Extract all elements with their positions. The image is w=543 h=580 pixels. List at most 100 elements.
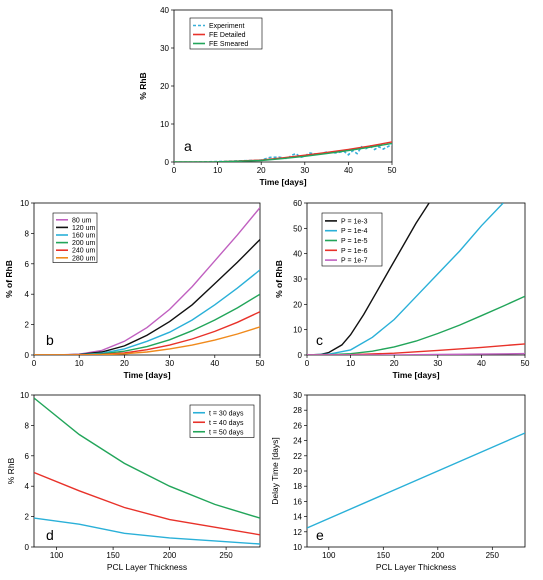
y-tick-label: 14 [293,513,302,522]
legend-label: Experiment [209,23,244,30]
series-line-p-1e-4 [307,203,504,355]
y-tick-label: 20 [160,82,169,91]
y-tick-label: 18 [293,482,302,491]
y-tick-label: 10 [293,543,302,552]
x-tick-label: 10 [346,359,355,368]
y-tick-label: 10 [20,199,29,208]
series-line-t-30-days [34,517,260,545]
chart-panel-e: 100 150 200 250 10 12 14 16 18 20 22 24 26 28 30 PCL La… [270,391,526,572]
panel-letter: b [46,332,54,348]
y-tick-label: 30 [293,275,302,284]
y-tick-label: 10 [293,326,302,335]
y-tick-label: 8 [25,421,30,430]
legend-label: 120 um [72,225,96,232]
y-tick-label: 30 [160,44,169,53]
y-tick-label: 20 [293,300,302,309]
x-tick-label: 50 [256,359,265,368]
y-tick-label: 20 [293,467,302,476]
x-tick-label: 50 [388,166,397,175]
series-line-t-40-days [34,471,260,536]
series-line-experiment [174,143,392,162]
x-tick-label: 20 [390,359,399,368]
y-tick-label: 16 [293,497,302,506]
y-tick-label: 22 [293,452,302,461]
y-tick-label: 2 [25,321,30,330]
plot-frame [306,394,526,548]
y-tick-label: 50 [293,224,302,233]
panel-letter: e [316,527,324,543]
y-tick-label: 10 [20,391,29,400]
y-axis-title: % RhB [138,72,148,99]
x-axis-title: Time [days] [259,177,306,187]
legend-label: t = 40 days [209,420,244,427]
x-tick-label: 0 [32,359,37,368]
chart-panel-b: 0 10 20 30 40 50 0 2 4 6 8 10 Time [days] % of RhB 80 … [4,199,265,380]
x-tick-label: 40 [344,166,353,175]
legend-label: t = 30 days [209,410,244,417]
y-tick-label: 2 [25,513,30,522]
chart-panel-d: 100 150 200 250 0 2 4 6 8 10 PCL Layer Thickness % … [6,391,261,572]
y-tick-label: 8 [25,229,30,238]
x-tick-label: 40 [210,359,219,368]
series-line-p-1e-5 [307,295,525,355]
y-tick-label: 0 [25,351,30,360]
y-axis-title: % RhB [6,457,16,484]
y-tick-label: 60 [293,199,302,208]
legend-label: FE Smeared [209,41,248,48]
x-tick-label: 0 [172,166,177,175]
y-tick-label: 0 [298,351,303,360]
y-tick-label: 4 [25,290,30,299]
y-tick-label: 10 [160,120,169,129]
x-tick-label: 250 [219,551,233,560]
y-axis-title: % of RhB [4,260,14,298]
x-tick-label: 150 [106,551,120,560]
series-line-280-um [34,326,260,355]
y-axis-title: % of RhB [274,260,284,298]
series-line-p-1e-3 [307,203,430,355]
legend-box [321,212,383,267]
chart-panel-c: 0 10 20 30 40 50 0 10 20 30 40 50 60 Time [days] % of … [274,199,530,380]
legend-label: 160 um [72,233,96,240]
y-tick-label: 6 [25,260,30,269]
x-tick-label: 100 [322,551,336,560]
legend-label: P = 1e-5 [341,238,368,245]
y-tick-label: 28 [293,406,302,415]
x-tick-label: 0 [305,359,310,368]
series-line-e [307,432,525,529]
series-line-p-1e-7 [307,352,525,355]
panel-letter: c [316,332,323,348]
x-axis-title: PCL Layer Thickness [107,562,187,572]
x-tick-label: 30 [433,359,442,368]
x-tick-label: 20 [257,166,266,175]
y-tick-label: 6 [25,452,30,461]
x-tick-label: 200 [431,551,445,560]
y-tick-label: 4 [25,482,30,491]
x-tick-label: 250 [486,551,500,560]
y-tick-label: 0 [165,158,170,167]
x-axis-title: PCL Layer Thickness [376,562,456,572]
y-tick-label: 40 [160,6,169,15]
series-line-160-um [34,269,260,355]
legend-label: P = 1e-7 [341,258,368,265]
x-tick-label: 40 [477,359,486,368]
series-line-200-um [34,293,260,355]
x-tick-label: 50 [521,359,530,368]
legend-box [52,212,98,263]
legend-label: t = 50 days [209,429,244,436]
legend-label: 240 um [72,248,96,255]
y-tick-label: 12 [293,528,302,537]
x-tick-label: 100 [50,551,64,560]
y-tick-label: 40 [293,250,302,259]
plot-frame [33,202,261,356]
x-axis-title: Time [days] [123,370,170,380]
y-tick-label: 0 [25,543,30,552]
y-axis-title: Delay Time [days] [270,437,280,505]
legend-label: FE Detailed [209,32,246,39]
panel-letter: d [46,527,54,543]
legend-label: P = 1e-6 [341,248,368,255]
x-tick-label: 10 [213,166,222,175]
chart-panel-a: 0 10 20 30 40 50 0 10 20 30 40 Time [days] % RhB Expe… [138,6,397,187]
x-tick-label: 30 [300,166,309,175]
legend-label: 200 um [72,240,96,247]
